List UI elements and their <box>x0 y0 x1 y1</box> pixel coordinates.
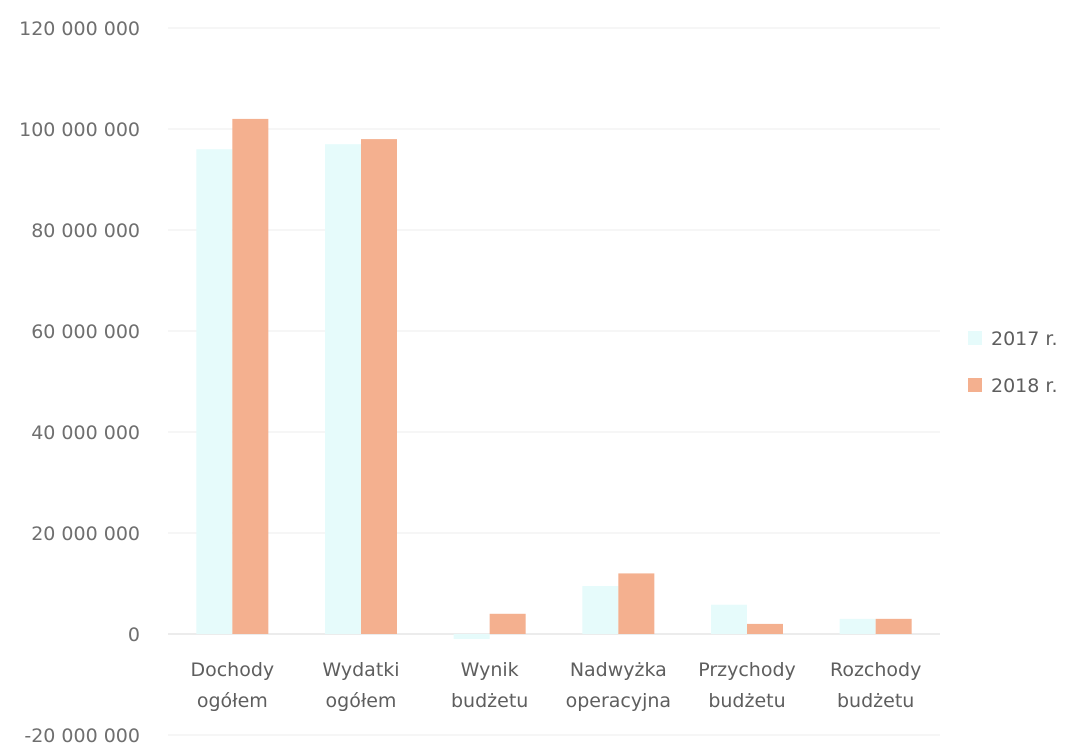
legend-swatch-2018 <box>968 378 982 392</box>
bar-2018r-5 <box>875 618 912 634</box>
legend-item-2017: 2017 r. <box>968 328 1058 350</box>
y-tick-label: 40 000 000 <box>31 422 140 444</box>
y-tick-label: 120 000 000 <box>19 18 140 40</box>
bar-2018r-4 <box>747 623 783 634</box>
x-category-label: Dochody ogółem <box>190 659 274 712</box>
legend-item-2018: 2018 r. <box>968 375 1058 397</box>
gridlines <box>168 27 940 736</box>
bar-2017r-1 <box>325 144 361 634</box>
x-category-label: Wynik budżetu <box>451 659 528 712</box>
legend-swatch-2017 <box>968 331 982 345</box>
x-category-label: Wydatki ogółem <box>322 659 399 712</box>
y-tick-label: 80 000 000 <box>31 220 140 242</box>
bar-2017r-2 <box>453 634 490 640</box>
legend: 2017 r. 2018 r. <box>968 328 1058 397</box>
legend-label-2018: 2018 r. <box>991 375 1058 397</box>
x-category-label: Nadwyżka operacyjna <box>566 659 671 712</box>
x-category-label: Rozchody budżetu <box>830 659 921 712</box>
y-tick-label: 0 <box>128 624 140 646</box>
bar-2017r-0 <box>196 149 233 634</box>
x-category-label: Przychody budżetu <box>698 659 796 712</box>
y-tick-label: -20 000 000 <box>24 725 140 745</box>
y-tick-label: 20 000 000 <box>31 523 140 545</box>
bars <box>196 118 912 640</box>
bar-2018r-3 <box>618 573 655 634</box>
y-tick-label: 100 000 000 <box>19 119 140 141</box>
bar-2017r-5 <box>839 618 876 634</box>
bar-2017r-4 <box>711 604 747 634</box>
bar-2017r-3 <box>582 586 619 634</box>
legend-label-2017: 2017 r. <box>991 328 1058 350</box>
y-tick-label: 60 000 000 <box>31 321 140 343</box>
bar-2018r-1 <box>361 139 397 634</box>
bar-2018r-2 <box>489 613 526 634</box>
y-axis-tick-labels: -20 000 000 0 20 000 000 40 000 000 60 000 0… <box>19 18 140 745</box>
bar-2018r-0 <box>232 118 269 634</box>
x-axis-category-labels: Dochody ogółem Wydatki ogółem Wynik budżetu Na… <box>190 659 921 712</box>
